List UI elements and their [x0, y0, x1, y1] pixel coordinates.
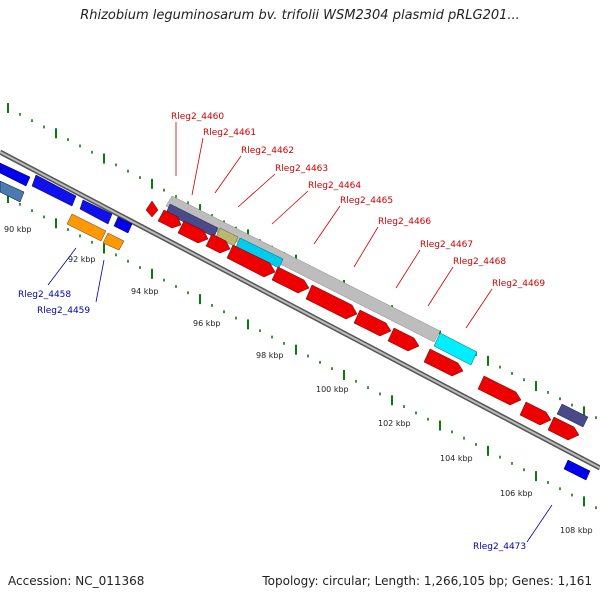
gene-label[interactable]: Rleg2_4473 — [473, 542, 526, 552]
scale-label: 106 kbp — [500, 489, 533, 498]
backbone — [0, 149, 600, 471]
gene-label-connector — [95, 259, 105, 303]
gene-label-connector — [237, 173, 276, 208]
scale-label: 92 kbp — [68, 255, 96, 264]
forward-gene[interactable] — [145, 200, 159, 218]
gene-label[interactable]: Rleg2_4461 — [203, 128, 256, 138]
forward-gene[interactable] — [353, 309, 392, 337]
forward-gene[interactable] — [547, 416, 580, 441]
gene-label-connector — [47, 247, 77, 286]
gene-label[interactable]: Rleg2_4463 — [275, 164, 328, 174]
gene-label-connector — [313, 205, 341, 245]
gene-label[interactable]: Rleg2_4460 — [171, 112, 224, 122]
gene-label-connector — [191, 137, 204, 196]
reverse-gene[interactable] — [563, 459, 591, 481]
scale-label: 100 kbp — [316, 385, 349, 394]
reverse-gene[interactable] — [79, 199, 113, 225]
gene-label[interactable]: Rleg2_4465 — [340, 196, 393, 206]
gene-label[interactable]: Rleg2_4469 — [492, 279, 545, 289]
gene-label[interactable]: Rleg2_4468 — [453, 257, 506, 267]
gene-label[interactable]: Rleg2_4462 — [241, 146, 294, 156]
gene-label-connector — [353, 226, 379, 268]
gene-label-connector — [427, 266, 454, 307]
inner-tick-track — [7, 193, 597, 510]
reverse-gene[interactable] — [0, 180, 25, 203]
feature-track — [0, 162, 591, 481]
map-title: Rhizobium leguminosarum bv. trifolii WSM… — [80, 8, 520, 23]
scale-label: 98 kbp — [256, 351, 284, 360]
outer-tick-track — [7, 103, 597, 420]
topology-text: Topology: circular; Length: 1,266,105 bp… — [262, 574, 592, 588]
purple-feature[interactable] — [556, 403, 589, 428]
forward-gene[interactable] — [271, 266, 310, 294]
gene-label-connector — [214, 155, 242, 194]
scale-labels: 90 kbp 92 kbp 94 kbp 96 kbp 98 kbp 100 kbp 102… — [4, 225, 593, 535]
accession-text: Accession: NC_011368 — [8, 574, 145, 588]
forward-gene[interactable] — [157, 209, 182, 229]
forward-gene[interactable] — [226, 244, 276, 278]
gene-label-connector — [465, 288, 493, 329]
scale-label: 108 kbp — [560, 526, 593, 535]
scale-label: 90 kbp — [4, 225, 32, 234]
forward-gene[interactable] — [477, 375, 522, 406]
gene-label[interactable]: Rleg2_4464 — [308, 181, 361, 191]
cyan-feature[interactable] — [433, 332, 478, 366]
scale-label: 102 kbp — [378, 419, 411, 428]
gene-label[interactable]: Rleg2_4467 — [420, 240, 473, 250]
gene-labels: Rleg2_4458 Rleg2_4459 Rleg2_4460 Rleg2_4461… — [18, 112, 545, 552]
gene-label-connectors — [47, 122, 553, 543]
orange-gene[interactable] — [66, 213, 107, 242]
gene-label[interactable]: Rleg2_4466 — [378, 217, 431, 227]
gene-label-connector — [395, 249, 421, 289]
scale-label: 96 kbp — [193, 319, 221, 328]
gene-label[interactable]: Rleg2_4458 — [18, 290, 71, 300]
forward-gene[interactable] — [387, 327, 420, 352]
gene-label-connector — [526, 504, 553, 543]
reverse-gene[interactable] — [31, 174, 77, 207]
forward-gene[interactable] — [519, 401, 552, 426]
orange-gene[interactable] — [102, 232, 125, 251]
forward-gene[interactable] — [423, 348, 464, 377]
reverse-gene[interactable] — [113, 216, 133, 234]
scale-label: 94 kbp — [131, 287, 159, 296]
forward-gene[interactable] — [205, 233, 231, 254]
reverse-gene[interactable] — [0, 162, 31, 187]
gene-label[interactable]: Rleg2_4459 — [37, 306, 90, 316]
gene-label-connector — [271, 190, 309, 225]
forward-gene[interactable] — [177, 220, 209, 244]
gray-feature[interactable] — [165, 195, 441, 343]
scale-label: 104 kbp — [440, 454, 473, 463]
forward-gene[interactable] — [305, 284, 358, 320]
